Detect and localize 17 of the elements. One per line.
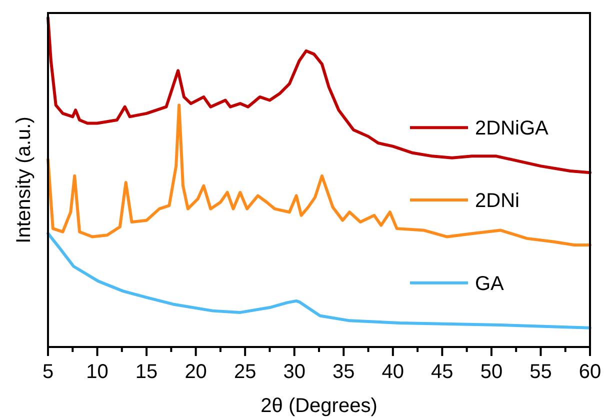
x-tick-label: 30 [283, 361, 306, 383]
legend-label: GA [475, 272, 505, 295]
x-tick-label: 50 [480, 361, 503, 383]
x-tick-label: 5 [42, 361, 54, 383]
x-axis-title: 2θ (Degrees) [260, 395, 378, 417]
x-tick-label: 60 [578, 361, 602, 383]
legend-label: 2DNi [475, 190, 520, 212]
x-tick-label: 40 [382, 361, 404, 383]
x-tick-label: 15 [135, 361, 158, 383]
x-tick-label: 20 [184, 361, 207, 383]
x-tick-label: 25 [234, 361, 256, 383]
legend-label: 2DNiGA [475, 118, 550, 140]
x-tick-label: 55 [530, 361, 552, 383]
y-axis-title: Intensity (a.u.) [13, 116, 35, 244]
x-tick-label: 10 [86, 361, 108, 383]
x-tick-label: 35 [332, 361, 355, 383]
x-tick-label: 45 [431, 361, 454, 383]
